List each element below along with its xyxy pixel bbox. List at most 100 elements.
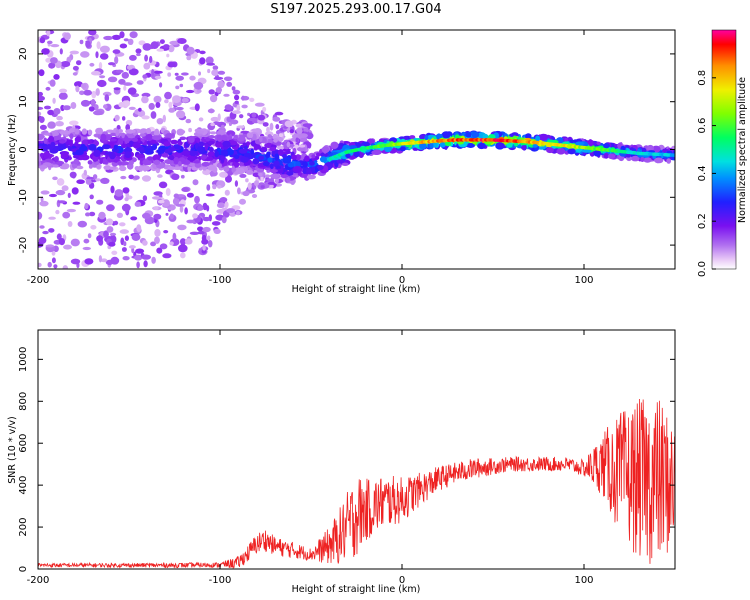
noise-blob [267,181,276,185]
spectral-blob [477,142,486,150]
spectral-blob [39,152,44,158]
noise-blob [236,125,245,129]
spectral-blob [216,163,222,168]
spectral-blob [201,161,210,167]
spectral-blob [57,145,67,150]
spectral-blob [286,177,291,183]
noise-blob [70,238,80,247]
noise-blob [194,103,200,112]
noise-blob [138,40,146,46]
noise-blob [38,69,45,77]
noise-blob [151,256,156,264]
spectral-blob [88,143,97,151]
snr-series-line [38,399,675,569]
noise-blob [56,233,62,240]
spectral-blob [647,146,652,151]
spectral-blob [319,156,328,163]
noise-blob [115,69,124,74]
noise-blob [58,238,65,246]
spectral-blob [125,129,132,134]
noise-blob [206,205,210,212]
noise-blob [217,113,221,121]
spectral-blob [226,136,233,140]
spectral-blob [54,156,59,163]
spectral-blob [97,127,103,135]
spectral-blob [153,159,161,165]
noise-blob [224,104,232,111]
noise-blob [39,225,45,229]
spectral-blob [521,145,526,150]
spectral-blob [316,152,321,158]
noise-blob [136,53,141,57]
noise-blob [169,213,174,220]
spectral-blob [496,142,505,149]
noise-blob [118,102,125,108]
noise-blob [129,54,137,61]
noise-blob [38,111,42,117]
noise-blob [86,176,94,180]
spectral-blob [625,153,632,158]
spectral-blob [145,133,153,142]
noise-blob [272,116,281,122]
spectral-blob [207,151,216,157]
noise-blob [111,250,118,255]
noise-blob [179,83,184,88]
noise-blob [119,43,128,49]
spectral-blob [61,163,70,169]
spectral-blob [93,149,101,157]
noise-blob [184,238,193,245]
noise-blob [169,241,174,246]
noise-blob [225,175,232,183]
noise-blob [100,177,110,184]
noise-blob [55,121,64,127]
noise-blob [284,120,294,128]
spectral-blob [43,132,51,136]
snr-x-tick-label: -100 [209,575,232,586]
noise-blob [128,68,139,76]
noise-blob [260,185,265,189]
spectral-blob [170,139,178,145]
spectral-blob [87,129,93,136]
noise-blob [274,111,284,116]
spectral-blob [204,143,209,151]
spectral-blob [596,141,601,145]
noise-blob [186,192,194,198]
noise-blob [158,181,168,189]
noise-blob [215,87,222,93]
noise-blob [251,194,258,198]
noise-blob [44,105,51,110]
spectral-blob [177,141,183,146]
noise-blob [275,124,280,130]
spectral-blob [228,140,238,146]
noise-blob [165,212,169,216]
spectral-blob [174,144,181,150]
spectral-blob [208,146,214,153]
spectral-blob [535,135,541,142]
noise-blob [104,94,110,102]
noise-blob [98,211,106,220]
noise-blob [71,187,79,195]
noise-blob [130,216,138,221]
noise-blob [103,104,108,109]
spectral-blob [341,162,349,166]
snr-plot: -200 -100 0 100 0 200 400 600 800 1000 Height of… [7,329,676,595]
spectral-blob [252,133,257,141]
noise-blob [210,122,215,127]
noise-blob [84,258,94,265]
spectral-blob [138,165,144,172]
noise-blob [122,82,133,86]
noise-blob [168,101,173,109]
snr-y-tick-label: 400 [18,476,29,495]
noise-blob [201,238,209,245]
noise-blob [181,187,190,192]
noise-blob [221,216,227,224]
noise-blob [49,193,57,198]
spectral-blob [220,156,226,161]
noise-blob [131,233,141,241]
noise-blob [47,121,56,129]
noise-blob [295,137,299,143]
noise-blob [262,122,269,127]
noise-blob [245,178,249,183]
noise-blob [192,179,199,186]
noise-blob [219,171,228,178]
